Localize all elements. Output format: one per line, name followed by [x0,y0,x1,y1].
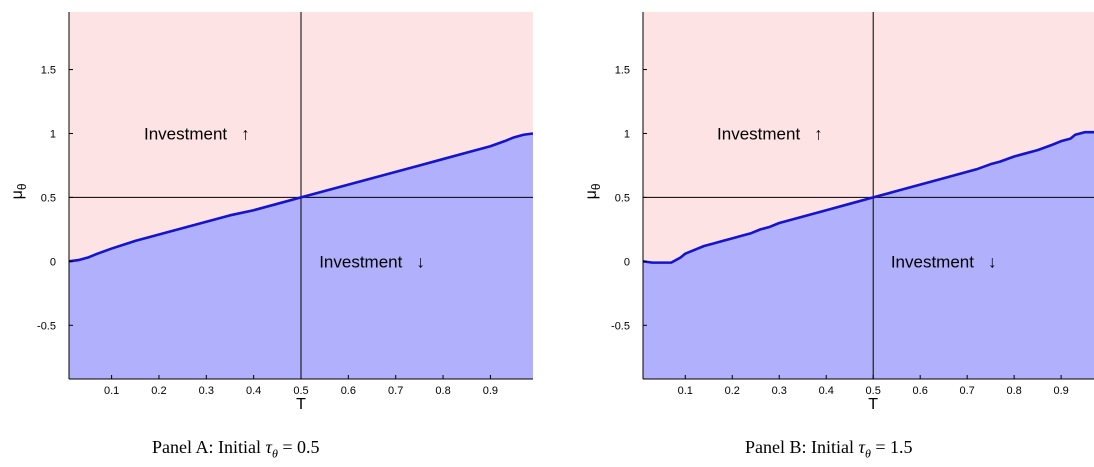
panel-b-xtick-label: 0.1 [678,385,693,397]
panel-a: 0.1 0.2 0.3 0.4 0.5 0.6 0.7 0.8 0.9 -0.5 0 0.5 1 1.5 T… [9,12,533,413]
panel-a-boundary-line [69,132,533,263]
panel-a-ytick-label: -0.5 [37,320,56,332]
panel-a-xtick-label: 0.1 [104,385,119,397]
panel-a-xtick-label: 0.9 [483,385,498,397]
panel-a-ylabel-theta: θ [15,183,29,190]
panel-b-xlabel: T [868,396,878,413]
panel-b-lower-region [643,132,1094,379]
caption-panel-b-tau: τθ [858,437,871,461]
panel-b-xtick-label: 0.8 [1006,385,1021,397]
panel-b-boundary-line [643,130,1094,264]
panel-a-xtick-label: 0.3 [199,385,214,397]
panel-a-ylabel: μθ [9,183,29,199]
panel-a-xtick-label: 0.4 [246,385,261,397]
arrow-up-icon: ↑ [814,124,823,143]
caption-panel-b: Panel B: Initial τθ = 1.5 [745,437,913,461]
caption-panel-a-value: 0.5 [297,437,320,457]
panel-a-ytick-label: 1.5 [41,65,56,77]
arrow-down-icon: ↓ [416,252,425,271]
panel-b-annotation-up: Investment ↑ [717,124,823,143]
panel-a-annotation-down: Investment ↓ [319,252,425,271]
panel-a-xtick-label: 0.7 [388,385,403,397]
panel-a-ytick-label: 0.5 [41,192,56,204]
panel-b-ylabel: μθ [583,183,603,199]
panel-a-ytick-label: 0 [50,256,56,268]
panel-b-xtick-label: 0.9 [1053,385,1068,397]
panel-a-ytick-label: 1 [50,128,56,140]
panel-a-annotation-up: Investment ↑ [144,124,250,143]
panel-b-ytick-label: 0.5 [615,192,630,204]
panel-b-xtick-label: 0.5 [866,385,881,397]
panel-a-annotation-text: Investment [144,124,227,143]
panel-b-xtick-label: 0.7 [960,385,975,397]
panel-a-ylabel-mu: μ [9,190,26,199]
caption-panel-a: Panel A: Initial τθ = 0.5 [152,437,320,461]
panel-b-xtick-label: 0.4 [819,385,834,397]
panel-b-ylabel-theta: θ [589,183,603,190]
arrow-up-icon: ↑ [241,124,250,143]
arrow-down-icon: ↓ [988,252,997,271]
panel-b-ytick-label: 1.5 [615,65,630,77]
caption-panel-b-prefix: Panel B: Initial [745,437,854,457]
panel-a-annotation-text: Investment [319,252,402,271]
panel-b-ylabel-mu: μ [583,190,600,199]
panel-b-xtick-label: 0.2 [725,385,740,397]
panel-a-xtick-label: 0.8 [435,385,450,397]
panel-a-xtick-label: 0.5 [293,385,308,397]
caption-panel-a-tau: τθ [265,437,278,461]
panel-a-xtick-label: 0.2 [151,385,166,397]
caption-panel-b-value: 1.5 [890,437,913,457]
panel-a-xtick-label: 0.6 [341,385,356,397]
panel-b-xtick-label: 0.3 [772,385,787,397]
panel-b-ytick-label: -0.5 [611,320,630,332]
panel-b-ytick-label: 0 [624,256,630,268]
panel-b: 0.1 0.2 0.3 0.4 0.5 0.6 0.7 0.8 0.9 -0.5 0 0.5 1 1.5 T… [583,12,1094,413]
panel-b-annotation-text: Investment [891,252,974,271]
caption-panel-a-prefix: Panel A: Initial [152,437,261,457]
panel-a-xlabel: T [296,396,306,413]
panel-b-xtick-label: 0.6 [913,385,928,397]
panel-b-ytick-label: 1 [624,128,630,140]
panel-b-annotation-down: Investment ↓ [891,252,997,271]
panel-b-annotation-text: Investment [717,124,800,143]
